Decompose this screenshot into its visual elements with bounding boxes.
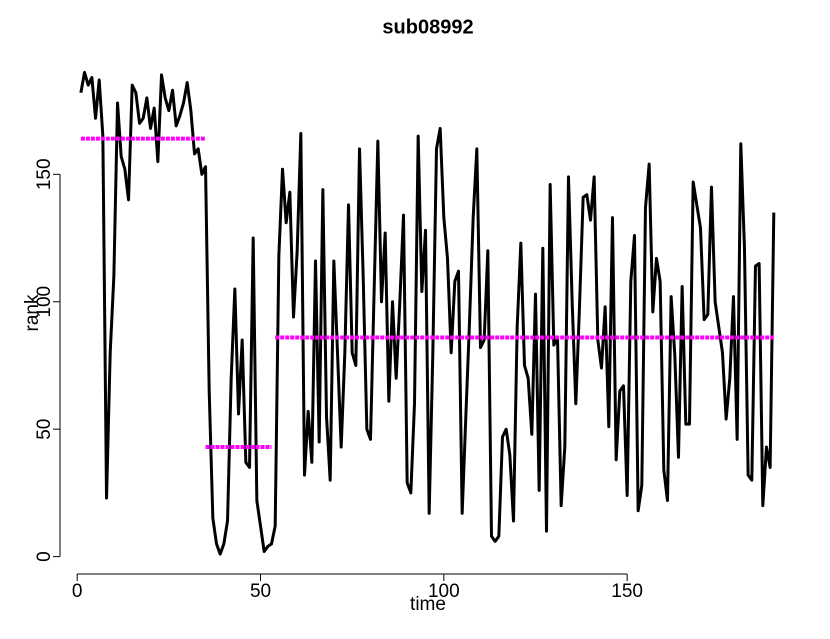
y-axis-label: rank: [22, 294, 43, 331]
y-tick-label: 100: [34, 286, 55, 318]
y-tick-label: 0: [34, 551, 55, 562]
x-tick-label: 50: [250, 581, 271, 602]
x-tick-label: 0: [72, 581, 83, 602]
chart-title: sub08992: [382, 16, 473, 38]
x-tick-label: 100: [428, 581, 460, 602]
x-axis-label: time: [410, 594, 446, 615]
y-tick-label: 150: [34, 158, 55, 190]
x-tick-label: 150: [611, 581, 643, 602]
data-line: [79, 70, 776, 556]
y-tick-label: 50: [34, 419, 55, 440]
